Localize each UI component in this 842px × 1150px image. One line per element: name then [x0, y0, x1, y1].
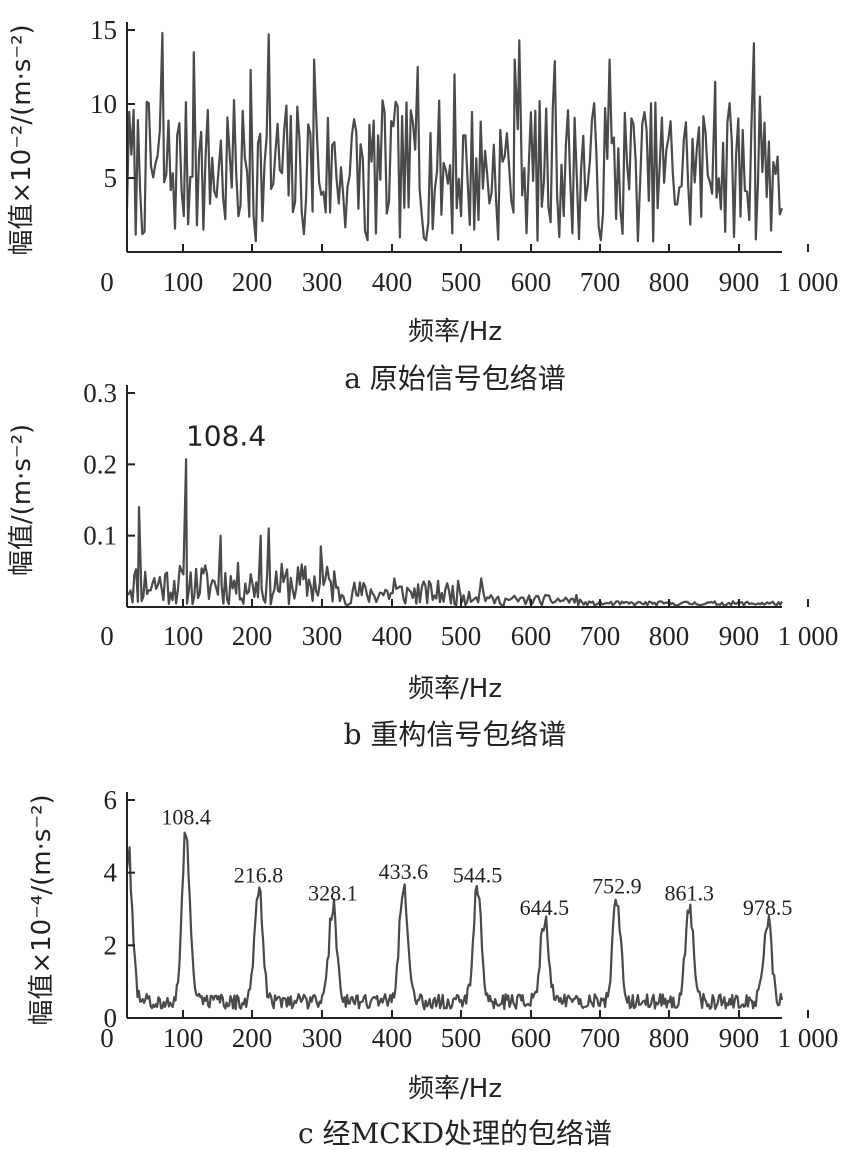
x-tick-label: 400 [372, 621, 413, 651]
x-tick-label: 1 000 [778, 267, 839, 297]
panel-caption: b 重构信号包络谱 [344, 718, 567, 751]
x-tick-label: 400 [372, 1023, 413, 1053]
y-tick-label: 2 [104, 930, 118, 960]
x-tick-label: 100 [163, 1023, 204, 1053]
peak-label: 216.8 [234, 862, 284, 887]
chart-panel-c: 0 2 4 6 0 100 200 300 400 500 600 700 800 900 1 000 频率/… [27, 785, 838, 1150]
x-tick-label: 0 [100, 621, 114, 651]
x-tick-label: 900 [719, 1023, 760, 1053]
x-axis-label: 频率/Hz [408, 1074, 502, 1104]
x-tick-label: 500 [441, 1023, 482, 1053]
x-tick-label: 300 [302, 267, 343, 297]
peak-label: 108.4 [186, 419, 266, 452]
peak-label: 328.1 [308, 881, 358, 906]
x-tick-label: 100 [163, 267, 204, 297]
chart-panel-b: 0.1 0.2 0.3 0 100 200 300 400 500 600 700 800 900 1 0… [7, 378, 838, 751]
peak-label: 861.3 [665, 881, 715, 906]
x-tick-label: 600 [511, 621, 552, 651]
peak-label: 544.5 [453, 862, 503, 887]
x-tick-label: 900 [719, 267, 760, 297]
panel-caption: c 经MCKD处理的包络谱 [298, 1117, 612, 1150]
x-tick-label: 1 000 [778, 621, 839, 651]
x-axis-label: 频率/Hz [408, 317, 502, 347]
x-tick-label: 800 [649, 621, 690, 651]
y-tick-label: 15 [90, 15, 117, 45]
y-tick-label: 10 [90, 89, 117, 119]
series-line [125, 831, 784, 1011]
peak-label: 108.4 [161, 804, 211, 829]
x-tick-label: 100 [163, 621, 204, 651]
series-line [125, 31, 784, 243]
x-tick-label: 600 [511, 267, 552, 297]
peak-label: 433.6 [379, 859, 429, 884]
x-tick-label: 1 000 [778, 1023, 839, 1053]
x-tick-label: 300 [302, 621, 343, 651]
y-tick-label: 4 [104, 858, 118, 888]
x-tick-label: 200 [232, 267, 273, 297]
x-tick-label: 400 [372, 267, 413, 297]
x-tick-label: 700 [580, 621, 621, 651]
y-tick-label: 0.2 [83, 449, 117, 479]
x-tick-label: 0 [100, 267, 114, 297]
x-tick-label: 900 [719, 621, 760, 651]
y-tick-label: 0.1 [83, 521, 117, 551]
y-axis-label: 幅值×10⁻⁴/(m·s⁻²) [27, 794, 57, 1025]
x-tick-label: 0 [100, 1023, 114, 1053]
peak-label: 752.9 [592, 873, 642, 898]
x-tick-label: 600 [511, 1023, 552, 1053]
x-tick-label: 500 [441, 267, 482, 297]
y-tick-label: 5 [104, 163, 118, 193]
x-tick-label: 200 [232, 621, 273, 651]
x-tick-label: 200 [232, 1023, 273, 1053]
series-line [126, 458, 783, 607]
y-axis-label: 幅值×10⁻²/(m·s⁻²) [7, 24, 37, 255]
x-tick-label: 700 [580, 1023, 621, 1053]
x-tick-label: 500 [441, 621, 482, 651]
y-axis-label: 幅值/(m·s⁻²) [7, 424, 37, 576]
x-tick-label: 300 [302, 1023, 343, 1053]
x-tick-label: 800 [649, 1023, 690, 1053]
x-tick-label: 800 [649, 267, 690, 297]
y-tick-label: 0 [104, 1003, 118, 1033]
chart-panel-a: 5 10 15 0 100 200 300 400 500 600 700 800 900 1 000 频率… [7, 15, 838, 395]
y-tick-label: 6 [104, 785, 118, 815]
peak-label: 978.5 [743, 895, 793, 920]
x-tick-label: 700 [580, 267, 621, 297]
panel-caption: a 原始信号包络谱 [344, 362, 566, 395]
x-axis-label: 频率/Hz [408, 674, 502, 704]
peak-label: 644.5 [520, 895, 570, 920]
y-tick-label: 0.3 [83, 378, 117, 408]
